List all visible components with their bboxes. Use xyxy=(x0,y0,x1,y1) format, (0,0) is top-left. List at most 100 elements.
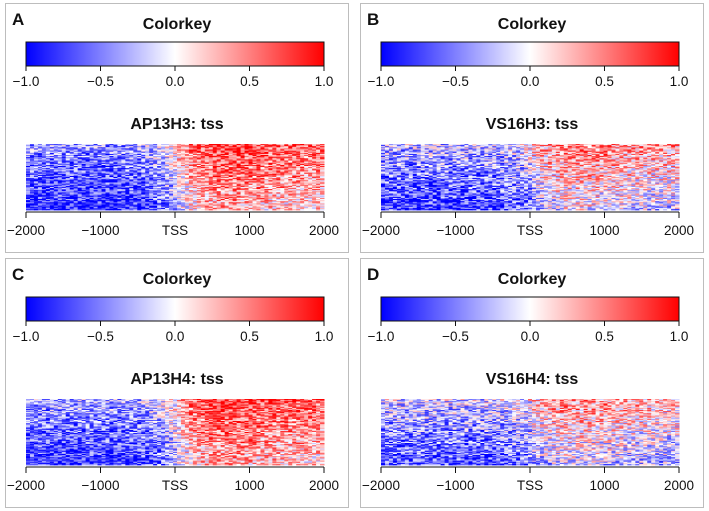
heatmap-cell xyxy=(599,144,604,146)
heatmap-cell xyxy=(161,152,166,155)
heatmap-cell xyxy=(157,155,162,157)
heatmap-cell xyxy=(228,169,234,171)
heatmap-cell xyxy=(153,149,158,151)
heatmap-cell xyxy=(133,199,138,201)
heatmap-cell xyxy=(256,171,261,173)
heatmap-cell xyxy=(236,163,242,166)
heatmap-cell xyxy=(292,208,297,211)
heatmap-cell xyxy=(208,178,214,180)
heatmap-cell xyxy=(200,147,206,149)
heatmap-cell xyxy=(145,202,150,204)
heatmap-cell xyxy=(41,155,47,157)
heatmap-cell xyxy=(264,204,269,206)
heatmap-cell xyxy=(173,164,178,167)
heatmap-cell xyxy=(196,161,202,164)
heatmap-cell xyxy=(312,156,317,158)
heatmap-cell xyxy=(224,172,230,175)
heatmap-cell xyxy=(635,148,640,150)
heatmap-cell xyxy=(33,174,39,177)
heatmap-cell xyxy=(663,144,668,146)
heatmap-cell xyxy=(216,200,222,202)
heatmap-cell xyxy=(244,179,249,181)
heatmap-cell xyxy=(196,169,202,171)
heatmap-cell xyxy=(208,156,214,158)
heatmap-cell xyxy=(204,203,210,205)
x-axis-tick-label: −1000 xyxy=(82,223,120,238)
heatmap-cell xyxy=(73,158,79,160)
heatmap-cell xyxy=(141,208,146,211)
heatmap-cell xyxy=(432,145,438,147)
heatmap-cell xyxy=(137,201,142,203)
heatmap-cell xyxy=(101,174,106,177)
heatmap-cell xyxy=(256,190,261,192)
heatmap-cell xyxy=(288,145,293,147)
heatmap-cell xyxy=(113,199,118,201)
heatmap-cell xyxy=(260,158,265,160)
heatmap-cell xyxy=(184,169,190,171)
heatmap-cell xyxy=(149,189,154,191)
heatmap-cell xyxy=(125,180,130,182)
heatmap-cell xyxy=(157,193,162,195)
heatmap-cell xyxy=(400,147,406,149)
heatmap-cell xyxy=(264,148,269,150)
heatmap-cell xyxy=(81,188,87,190)
heatmap-cell xyxy=(180,205,186,208)
heatmap-cell xyxy=(26,175,31,178)
heatmap-cell xyxy=(236,145,242,147)
heatmap-cell xyxy=(161,171,166,173)
heatmap-cell xyxy=(256,168,261,170)
heatmap-cell xyxy=(101,204,106,206)
heatmap-cell xyxy=(73,166,79,168)
heatmap-cell xyxy=(33,180,39,182)
heatmap-cell xyxy=(488,149,493,151)
heatmap-cell xyxy=(93,155,99,157)
heatmap-cell xyxy=(176,167,182,169)
heatmap-cell xyxy=(284,156,289,158)
heatmap-cell xyxy=(260,146,265,148)
heatmap-cell xyxy=(296,195,301,198)
heatmap-cell xyxy=(416,149,422,151)
heatmap-cell xyxy=(65,183,71,186)
heatmap-cell xyxy=(543,147,549,149)
heatmap-cell xyxy=(316,173,321,176)
heatmap-cell xyxy=(49,156,55,158)
heatmap-cell xyxy=(232,185,238,188)
heatmap-cell xyxy=(256,170,261,172)
heatmap-cell xyxy=(264,188,269,190)
heatmap-cell xyxy=(169,196,174,199)
heatmap-cell xyxy=(157,173,162,176)
heatmap-cell xyxy=(141,166,146,168)
heatmap-cell xyxy=(264,157,269,159)
heatmap-cell xyxy=(308,189,313,191)
heatmap-cell xyxy=(308,175,313,178)
heatmap-cell xyxy=(133,163,138,166)
heatmap-cell xyxy=(204,149,210,151)
heatmap-cell xyxy=(180,175,186,178)
heatmap-cell xyxy=(260,183,265,186)
heatmap-cell xyxy=(304,184,309,187)
heatmap-cell xyxy=(49,199,55,201)
heatmap-cell xyxy=(57,180,63,182)
heatmap-cell xyxy=(149,171,154,173)
heatmap-cell xyxy=(26,161,31,164)
heatmap-cell xyxy=(551,149,557,151)
heatmap-cell xyxy=(264,161,269,164)
heatmap-cell xyxy=(671,147,676,149)
heatmap-cell xyxy=(256,169,261,171)
heatmap-cell xyxy=(248,166,253,168)
heatmap-cell xyxy=(200,149,206,151)
heatmap-cell xyxy=(563,149,569,151)
heatmap-cell xyxy=(579,145,585,147)
heatmap-cell xyxy=(125,177,130,179)
heatmap-cell xyxy=(200,168,206,170)
heatmap-cell xyxy=(33,159,39,161)
heatmap-cell xyxy=(484,145,489,147)
heatmap-cell xyxy=(117,202,122,204)
heatmap-cell xyxy=(531,146,537,148)
heatmap-cell xyxy=(169,185,174,188)
heatmap-cell xyxy=(192,175,198,178)
heatmap-cell xyxy=(53,150,59,153)
heatmap-cell xyxy=(308,145,313,147)
heatmap-cell xyxy=(304,149,309,151)
heatmap-cell xyxy=(89,150,95,153)
